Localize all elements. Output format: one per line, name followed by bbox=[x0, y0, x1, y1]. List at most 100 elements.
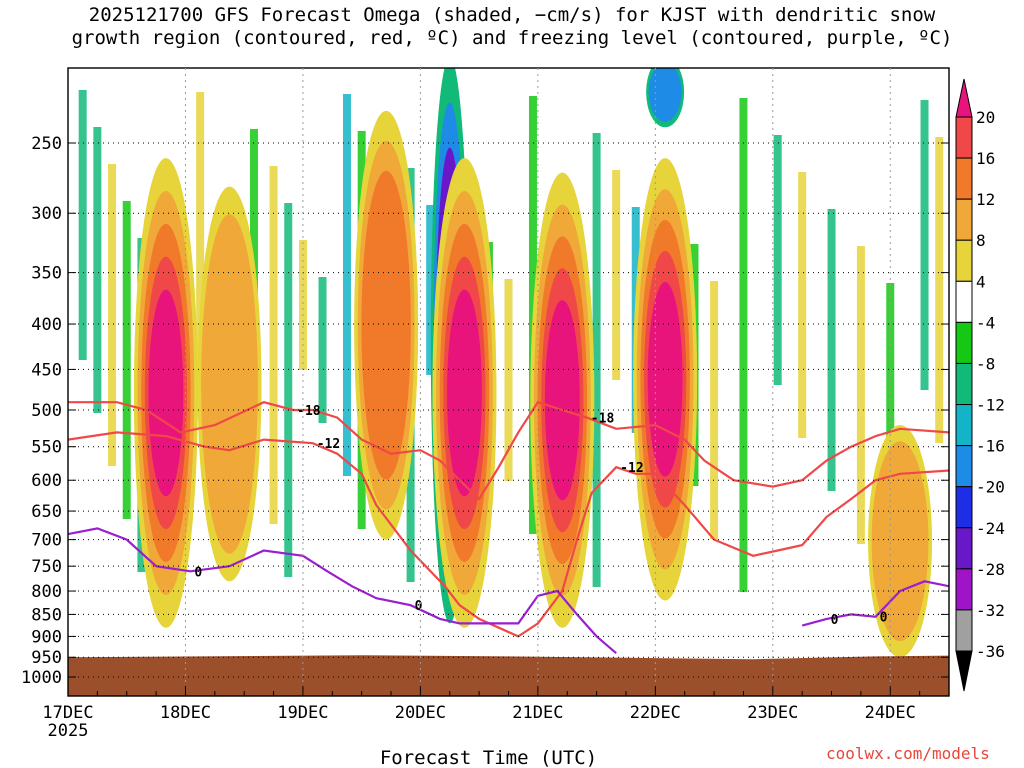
colorbar-label: -28 bbox=[976, 560, 1005, 579]
omega-streak bbox=[284, 203, 293, 577]
omega-streak bbox=[108, 164, 117, 466]
colorbar-label: -20 bbox=[976, 478, 1005, 497]
omega-streak bbox=[93, 127, 102, 413]
omega-streak bbox=[196, 92, 205, 418]
colorbar-swatch bbox=[955, 650, 973, 692]
x-tick-label: 17DEC bbox=[42, 703, 93, 723]
colorbar-swatch bbox=[955, 116, 973, 159]
y-tick-label: 600 bbox=[31, 471, 62, 491]
x-tick-label: 21DEC bbox=[512, 703, 563, 723]
chart-title: 2025121700 GFS Forecast Omega (shaded, −… bbox=[0, 4, 1024, 50]
omega-streak bbox=[592, 133, 601, 587]
contour-label: 0 bbox=[880, 611, 888, 626]
omega-streak bbox=[78, 90, 87, 360]
colorbar-swatch bbox=[955, 568, 973, 611]
omega-streak bbox=[798, 172, 807, 438]
contour-label: 0 bbox=[415, 599, 423, 614]
omega-streak bbox=[920, 100, 929, 390]
y-tick-label: 300 bbox=[31, 204, 62, 224]
omega-streak bbox=[318, 277, 327, 423]
colorbar-swatch bbox=[955, 404, 973, 447]
contour-label: -12 bbox=[317, 437, 340, 452]
omega-streak bbox=[122, 201, 131, 519]
colorbar-label: -16 bbox=[976, 437, 1005, 456]
colorbar-swatch bbox=[955, 445, 973, 488]
y-tick-label: 400 bbox=[31, 315, 62, 335]
y-tick-label: 500 bbox=[31, 401, 62, 421]
colorbar-label: 20 bbox=[976, 108, 995, 127]
colorbar-label: -32 bbox=[976, 601, 1005, 620]
y-tick-label: 250 bbox=[31, 134, 62, 154]
colorbar-swatch bbox=[955, 527, 973, 570]
y-tick-label: 950 bbox=[31, 648, 62, 668]
plot-area: -12 -12 -18 -18 0 0 0 0 bbox=[68, 68, 949, 696]
x-tick-label: 19DEC bbox=[277, 703, 328, 723]
title-line-1: 2025121700 GFS Forecast Omega (shaded, −… bbox=[88, 4, 936, 26]
y-tick-label: 650 bbox=[31, 502, 62, 522]
colorbar-swatch bbox=[955, 609, 973, 652]
omega-streak bbox=[856, 246, 865, 544]
colorbar-label: 12 bbox=[976, 190, 995, 209]
colorbar-label: -4 bbox=[976, 313, 995, 332]
omega-shading: -12 -12 -18 -18 0 0 0 0 bbox=[68, 68, 949, 696]
contour-line bbox=[68, 527, 617, 655]
axes: 2503003504004505005506006507007508008509… bbox=[21, 67, 950, 768]
contour-label: 0 bbox=[194, 565, 202, 580]
y-tick-label: 750 bbox=[31, 557, 62, 577]
x-tick-label: 18DEC bbox=[160, 703, 211, 723]
omega-feature bbox=[647, 281, 683, 477]
x-year-label: 2025 bbox=[48, 721, 89, 741]
omega-streak bbox=[612, 170, 621, 380]
colorbar-label: 4 bbox=[976, 272, 986, 291]
omega-streak bbox=[298, 240, 307, 370]
y-tick-label: 550 bbox=[31, 438, 62, 458]
omega-streak bbox=[739, 98, 748, 592]
colorbar-swatch bbox=[955, 157, 973, 200]
omega-streak bbox=[935, 137, 944, 443]
omega-feature bbox=[544, 300, 580, 501]
x-tick-label: 20DEC bbox=[395, 703, 446, 723]
colorbar-label: 16 bbox=[976, 149, 995, 168]
colorbar-swatch bbox=[955, 321, 973, 364]
colorbar-swatch bbox=[955, 362, 973, 406]
omega-streak bbox=[827, 209, 836, 491]
colorbar-swatch bbox=[955, 198, 973, 241]
contour-label: -18 bbox=[297, 404, 321, 419]
x-tick-label: 24DEC bbox=[865, 703, 916, 723]
contour-label: -18 bbox=[591, 412, 615, 427]
omega-streak bbox=[426, 205, 435, 375]
colorbar-label: -24 bbox=[976, 519, 1005, 538]
omega-feature bbox=[648, 68, 682, 122]
contour-label: 0 bbox=[831, 613, 839, 628]
x-tick-label: 23DEC bbox=[747, 703, 798, 723]
contour-label: -12 bbox=[620, 461, 643, 476]
omega-streak bbox=[269, 166, 278, 524]
colorbar-label: -36 bbox=[976, 642, 1005, 661]
colorbar-swatch bbox=[955, 280, 973, 323]
contour-line bbox=[801, 580, 949, 627]
colorbar: 20 16 12 8 4 -4 -8 -12 -16 -20 -24 -28 -32 -36 bbox=[955, 78, 1005, 692]
colorbar-swatch bbox=[955, 486, 973, 529]
ground bbox=[68, 655, 949, 696]
y-tick-label: 450 bbox=[31, 360, 62, 380]
contour-line bbox=[68, 400, 949, 501]
omega-streak bbox=[710, 281, 719, 539]
title-line-2: growth region (contoured, red, ºC) and f… bbox=[71, 27, 953, 49]
colorbar-label: -12 bbox=[976, 396, 1005, 415]
omega-streak bbox=[342, 94, 351, 476]
colorbar-swatch bbox=[955, 239, 973, 282]
x-tick-label: 22DEC bbox=[630, 703, 681, 723]
omega-feature bbox=[871, 441, 929, 641]
omega-streak bbox=[504, 279, 513, 481]
omega-feature bbox=[447, 289, 482, 497]
colorbar-swatch bbox=[955, 78, 973, 118]
omega-streak bbox=[773, 135, 782, 385]
omega-feature bbox=[201, 214, 258, 554]
y-tick-label: 700 bbox=[31, 531, 62, 551]
omega-feature bbox=[148, 289, 184, 497]
y-tick-label: 1000 bbox=[21, 668, 62, 688]
y-tick-label: 900 bbox=[31, 627, 62, 647]
colorbar-label: 8 bbox=[976, 231, 986, 250]
contour-line bbox=[68, 431, 949, 638]
